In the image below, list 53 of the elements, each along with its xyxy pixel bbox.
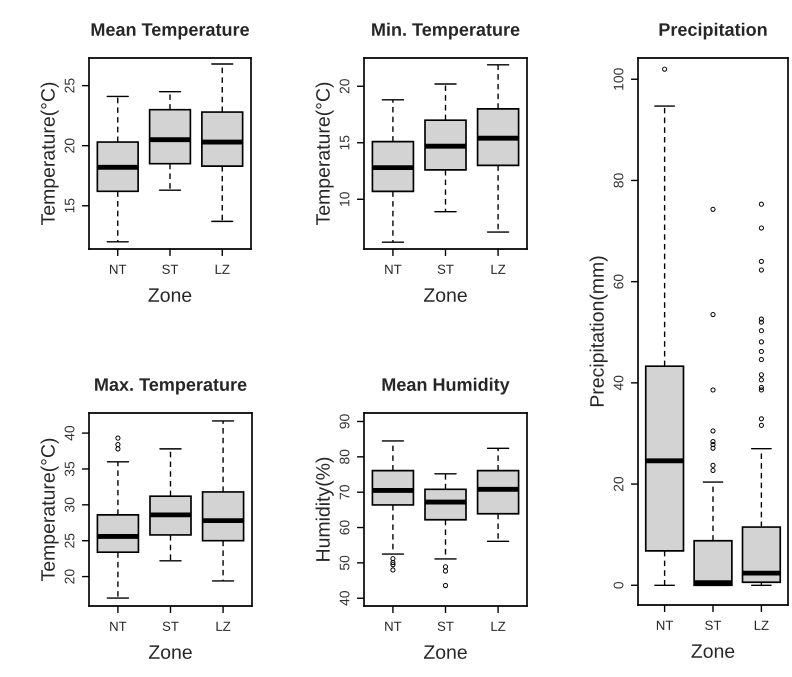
y-tick-label: 40 [340,591,350,606]
y-tick-label: 40 [614,376,624,390]
x-tick-label: ST [438,622,454,631]
chart-title: Max. Temperature [95,378,246,395]
x-tick-label: LZ [216,622,230,631]
x-tick-label: NT [656,620,674,630]
y-tick-label: 20 [614,476,624,492]
y-tick-label: 80 [614,173,624,188]
y-axis-title: Temperature(°C) [40,82,59,226]
y-tick-label: 80 [340,450,350,464]
y-tick-label: 15 [340,136,350,150]
x-tick-label: LZ [754,620,769,630]
y-tick-label: 15 [64,198,74,212]
y-tick-label: 60 [340,520,350,535]
x-axis-title: Zone [691,644,734,658]
y-tick-label: 35 [64,462,74,476]
x-axis-title: Zone [424,288,467,302]
y-tick-label: 20 [340,79,350,94]
y-tick-label: 70 [340,485,350,500]
y-tick-label: 25 [64,78,74,93]
y-tick-label: 10 [340,192,350,206]
x-axis-title: Zone [424,645,467,659]
x-tick-label: LZ [491,264,506,274]
x-tick-label: NT [385,622,402,631]
y-tick-label: 30 [64,498,74,512]
x-axis-title: Zone [148,288,192,302]
x-tick-label: ST [162,622,179,631]
y-tick-label: 60 [614,274,624,289]
y-tick-label: 40 [64,426,74,440]
y-axis-title: Temperature(°C) [316,82,334,226]
y-axis-title: Temperature(°C) [40,438,59,582]
y-tick-label: 100 [614,68,624,90]
x-tick-label: ST [162,264,178,274]
y-tick-label: 20 [64,138,74,153]
chart-title: Min. Temperature [372,22,520,40]
y-tick-label: 0 [614,582,624,589]
y-tick-label: 50 [340,556,350,570]
y-tick-label: 90 [340,414,350,429]
x-tick-label: ST [705,620,722,630]
x-tick-label: LZ [491,622,506,631]
chart-title: Mean Humidity [382,378,510,395]
x-tick-label: ST [438,264,454,274]
x-tick-label: LZ [216,264,230,274]
x-tick-label: NT [110,264,126,274]
y-axis-title: Humidity(%) [316,458,334,561]
y-axis-title: Precipitation(mm) [590,256,608,406]
y-tick-label: 25 [64,534,74,548]
y-tick-label: 20 [64,569,74,584]
x-tick-label: NT [110,622,126,631]
chart-title: Precipitation [660,22,767,40]
chart-title: Mean Temperature [92,23,249,40]
x-tick-label: NT [385,264,402,274]
x-axis-title: Zone [148,645,192,659]
